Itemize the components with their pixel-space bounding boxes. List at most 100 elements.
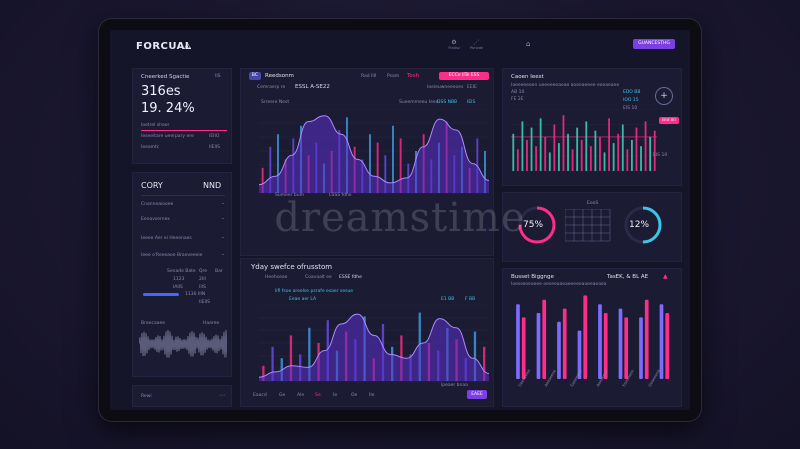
stat-value-right: EIS 10 <box>653 153 668 158</box>
bar <box>644 299 649 379</box>
ticker-item[interactable]: Ge <box>279 393 286 398</box>
ticker-item[interactable]: Ie <box>333 393 338 398</box>
ticker-item[interactable]: IIe <box>369 393 375 398</box>
bar <box>585 121 588 171</box>
sub-label: Cemraerp re <box>257 85 286 90</box>
bar <box>376 142 379 193</box>
category-row-4[interactable]: Ieee o'Reeeaoe Braeveeeie <box>141 253 203 258</box>
category-row-2[interactable]: Eenovsernex <box>141 217 170 222</box>
gauge-right-value: 12% <box>629 220 650 230</box>
chevron-down-icon[interactable]: ⌄ <box>221 201 225 206</box>
stat-value-right: EDO BB <box>623 90 641 95</box>
bar <box>392 125 394 193</box>
tab-badge[interactable]: BC <box>249 72 261 80</box>
gauge-left-value: 75% <box>523 220 544 230</box>
gauge-right <box>624 206 662 244</box>
table-cell: 2III <box>199 277 206 282</box>
alert-icon[interactable]: ⌂ <box>526 40 531 48</box>
header-label-accent: Tosh <box>407 73 420 79</box>
bar <box>603 152 606 171</box>
header-share[interactable]: ⋰ Pbnode <box>470 39 483 50</box>
ticker-item[interactable]: Oe <box>351 393 358 398</box>
summary-line-3: Ieeamtc <box>141 145 160 150</box>
bar-chart-panel: Caoen Ieest Iaeeeeeoen ueeeeeeaeae aoeea… <box>502 68 682 186</box>
bar <box>473 331 477 381</box>
table-cell: 1123 <box>173 277 185 282</box>
more-icon[interactable]: ⋯ <box>219 392 225 399</box>
bar <box>649 136 652 171</box>
stat-value-right: IOO 15 <box>623 98 639 103</box>
chevron-down-icon[interactable]: ⌄ <box>221 216 225 221</box>
settings-icon: ⚙ <box>451 39 457 46</box>
bar <box>535 146 538 171</box>
chevron-down-icon[interactable]: ⌄ <box>221 235 225 240</box>
header-action-button[interactable]: GUANCESTHG <box>633 39 675 49</box>
bar <box>277 134 279 193</box>
bar-chart-title: Caoen Ieest <box>511 74 544 80</box>
stat-value: F BB <box>465 297 476 302</box>
summary-title: Cneerked Sgactie <box>141 74 190 80</box>
category-title-right: NND <box>203 181 222 190</box>
dashboard-screen: FORCUAL ◬ ⚙ Fraltsz ⋰ Pbnode ⌂ GUANCESTH… <box>110 30 690 410</box>
summary-value-percent: 19. 24% <box>141 101 195 116</box>
bar <box>624 317 629 379</box>
category-row-3[interactable]: Ieeee Aer ei Heeenaes <box>141 236 192 241</box>
summary-accent-bar <box>141 130 227 131</box>
tab-label[interactable]: Reedsonm <box>265 73 294 79</box>
ticker-item[interactable]: Se <box>315 393 321 398</box>
summary-panel: Cneerked Sgactie IIS 316es 19. 24% Ioetr… <box>132 68 232 164</box>
bar <box>562 308 567 379</box>
bar <box>598 304 602 379</box>
stat-value: E1 BB <box>441 297 455 302</box>
category-title: CORY <box>141 181 163 190</box>
trend-up-icon: ▲ <box>663 273 668 280</box>
chart-inner-label: Srreere Nest <box>261 100 290 105</box>
bar <box>626 149 629 171</box>
line-series <box>259 115 489 186</box>
progress-bar <box>143 293 179 296</box>
chart-label-right: LSSS fdho <box>329 193 352 198</box>
value-pill[interactable]: EEIE BO <box>659 117 679 124</box>
bar <box>608 118 611 171</box>
bar <box>577 330 582 379</box>
bar <box>548 152 551 171</box>
table-cell: IAIIS <box>173 285 183 290</box>
chart-mid-label: Sueemmeeu Ieee <box>399 100 439 105</box>
ticker-item[interactable]: Ale <box>297 393 305 398</box>
bar <box>269 146 272 193</box>
summary-line-2: Ieseeitare ueerpary ere <box>141 134 194 139</box>
table-header: Bar <box>215 269 223 274</box>
bar <box>512 133 515 171</box>
area-series <box>259 115 489 193</box>
table-cell: IIEIIS <box>199 300 211 305</box>
tablet-frame: FORCUAL ◬ ⚙ Fraltsz ⋰ Pbnode ⌂ GUANCESTH… <box>98 18 702 422</box>
category-row-1[interactable]: Cnanneaiooee <box>141 202 174 207</box>
sub-label-right: Ioeieuwneeeoes <box>427 85 464 90</box>
bar <box>262 365 265 381</box>
summary-val-a: IEIIO <box>209 134 220 139</box>
bar <box>521 121 524 171</box>
header-settings[interactable]: ⚙ Fraltsz <box>448 39 460 50</box>
bar <box>399 138 402 193</box>
table-cell: 1130 IIIN <box>185 292 206 297</box>
bar <box>384 155 387 193</box>
chevron-down-icon[interactable]: ⌄ <box>221 252 225 257</box>
table-header: Qre <box>199 269 208 274</box>
export-button[interactable]: ECCe IlTe ESS <box>439 72 489 80</box>
bar <box>289 335 293 381</box>
add-button[interactable]: + <box>655 87 673 105</box>
summary-menu[interactable]: IIS <box>215 74 221 79</box>
bar-chart-subtitle: Iaeeeeeoen ueeeeeeaeae aoeeaeeee eoeaeae… <box>511 83 620 88</box>
chart-label: Sumeer bum <box>275 193 305 198</box>
chart-caption: lpeaer bnaa <box>441 383 468 388</box>
summary-line-1: Ioetrel shaer <box>141 123 170 128</box>
stat-value: FE 2E <box>511 97 524 102</box>
sub-value: ESSE fdhe <box>339 275 362 280</box>
bar <box>665 313 670 379</box>
bar <box>530 127 533 171</box>
stat-line: lifl fsoe aroelse psrafe esaer sesue <box>275 289 354 294</box>
bar <box>594 130 597 171</box>
waveform-label: Braecaaee <box>141 321 165 326</box>
secondary-chart-panel: Yday swefce ofrusstom Heehseae Coavaalt … <box>240 258 494 407</box>
apply-button[interactable]: EAEE <box>467 390 487 399</box>
